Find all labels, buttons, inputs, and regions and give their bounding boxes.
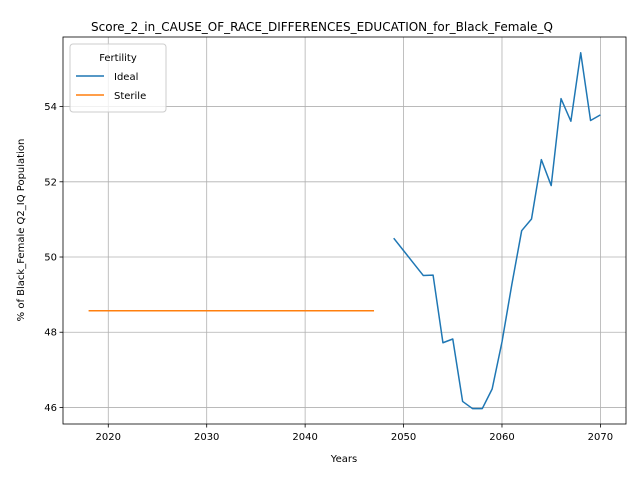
legend-label-ideal: Ideal [114, 72, 138, 83]
y-axis-ticks: 46 48 50 52 54 [44, 102, 63, 414]
chart-title: Score_2_in_CAUSE_OF_RACE_DIFFERENCES_EDU… [91, 20, 553, 34]
y-tick-label: 48 [44, 328, 57, 339]
legend-label-sterile: Sterile [114, 91, 146, 102]
y-axis-label: % of Black_Female Q2_IQ Population [16, 139, 27, 322]
y-tick-label: 52 [44, 177, 57, 188]
x-axis-label: Years [330, 454, 357, 465]
x-tick-label: 2050 [391, 432, 416, 443]
grid-lines [63, 37, 626, 424]
x-tick-label: 2060 [489, 432, 514, 443]
y-tick-label: 46 [44, 403, 57, 414]
x-axis-ticks: 2020 2030 2040 2050 2060 2070 [96, 424, 613, 443]
series-lines [88, 52, 601, 410]
x-tick-label: 2040 [292, 432, 317, 443]
legend: Fertility Ideal Sterile [69, 43, 167, 113]
series-line-ideal [393, 52, 601, 410]
legend-title: Fertility [99, 53, 137, 64]
y-tick-label: 50 [44, 253, 57, 264]
y-tick-label: 54 [44, 102, 57, 113]
plot-frame [62, 36, 627, 425]
x-tick-label: 2030 [194, 432, 219, 443]
x-tick-label: 2070 [588, 432, 613, 443]
x-tick-label: 2020 [96, 432, 121, 443]
